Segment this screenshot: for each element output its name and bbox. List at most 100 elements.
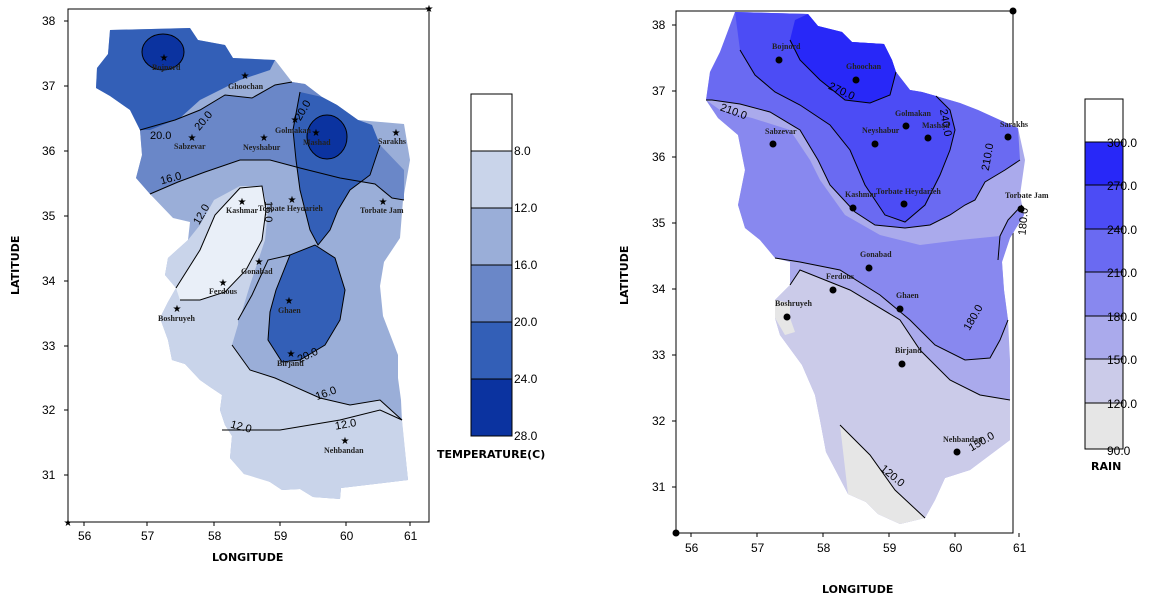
station-marker: ★ — [379, 197, 388, 208]
x-tick-label: 58 — [208, 529, 222, 543]
y-tick-label: 36 — [42, 144, 56, 158]
rain-legend-swatch — [1085, 185, 1123, 229]
station-marker — [829, 286, 837, 294]
station-marker: ★ — [173, 304, 182, 315]
rain-y-axis: 38 37 36 35 34 33 32 31 — [652, 18, 676, 494]
temperature-contour-label: 12.0 — [229, 419, 253, 436]
rain-band-180-210 — [706, 100, 1024, 360]
temperature-band-20-24-north — [96, 28, 275, 130]
station-marker: ★ — [392, 128, 401, 139]
rain-contour-line — [839, 424, 926, 519]
rain-legend-tick: 120.0 — [1107, 397, 1137, 411]
temperature-y-axis: 38 37 36 35 34 33 32 31 — [42, 14, 68, 482]
rain-contour-line — [997, 204, 1023, 261]
station-marker: ★ — [255, 257, 264, 268]
rain-y-axis-title: LATITUDE — [618, 246, 631, 305]
station-label: Torbate Jam — [1005, 191, 1049, 200]
temperature-legend-swatch — [471, 151, 512, 208]
rain-band-270-300 — [790, 14, 896, 103]
station-label: Sarakhs — [378, 137, 406, 146]
y-tick-label: 31 — [42, 468, 56, 482]
station-marker — [783, 313, 791, 321]
station-label: Nehbandan — [943, 435, 983, 444]
rain-contour-label: 210.0 — [980, 142, 997, 171]
y-tick-label: 32 — [42, 403, 56, 417]
station-marker: ★ — [241, 71, 250, 82]
temperature-legend-tick: 24.0 — [514, 372, 538, 386]
temperature-contour-line — [231, 344, 403, 421]
temperature-legend-swatch — [471, 322, 512, 379]
rain-legend: 300.0 270.0 240.0 210.0 180.0 150.0 120.… — [1084, 98, 1137, 473]
station-label: Birjand — [277, 359, 304, 368]
station-label: Ferdous — [826, 272, 854, 281]
temperature-legend-tick: 20.0 — [514, 315, 538, 329]
y-tick-label: 34 — [42, 274, 56, 288]
station-label: Bojnord — [772, 42, 801, 51]
rain-contour-line — [774, 257, 1009, 361]
x-tick-label: 57 — [141, 529, 155, 543]
temperature-contour-line — [292, 91, 381, 246]
rain-legend-tick: 240.0 — [1107, 223, 1137, 237]
y-tick-label: 37 — [42, 79, 56, 93]
y-tick-label: 37 — [652, 84, 666, 98]
station-marker — [769, 140, 777, 148]
rain-legend-tick: 180.0 — [1107, 310, 1137, 324]
station-marker — [775, 56, 783, 64]
x-tick-label: 60 — [340, 529, 354, 543]
temperature-legend-tick: 8.0 — [514, 144, 531, 158]
station-marker — [849, 204, 857, 212]
corner-marker: ★ — [64, 518, 73, 529]
station-label: Golmakan — [895, 109, 932, 118]
rain-legend-title: RAIN — [1091, 460, 1121, 473]
temperature-contour-label: 12.0 — [334, 417, 357, 433]
x-tick-label: 57 — [751, 541, 765, 555]
station-marker: ★ — [291, 115, 300, 126]
x-tick-label: 56 — [78, 529, 92, 543]
station-marker — [900, 200, 908, 208]
x-tick-label: 59 — [274, 529, 288, 543]
temperature-contour-label: 16.0 — [159, 170, 183, 187]
station-marker: ★ — [238, 197, 247, 208]
station-label: Mashad — [303, 138, 331, 147]
station-marker: ★ — [312, 128, 321, 139]
rain-legend-swatch — [1085, 272, 1123, 316]
rain-contour-line — [739, 49, 956, 223]
station-marker — [902, 122, 910, 130]
station-label: Ferdous — [209, 287, 237, 296]
temperature-contour-line — [237, 254, 291, 321]
station-label: Ghoochan — [228, 82, 264, 91]
x-tick-label: 61 — [404, 529, 418, 543]
station-marker: ★ — [287, 349, 296, 360]
temperature-band-20-24-south — [268, 245, 345, 362]
station-label: Kashmar — [226, 206, 258, 215]
rain-legend-swatch — [1085, 359, 1123, 403]
temperature-legend-title: TEMPERATURE(C) — [437, 448, 545, 461]
station-label: Gonabad — [860, 250, 892, 259]
station-label: Gonabad — [241, 267, 273, 276]
temperature-contour-line — [141, 33, 185, 71]
station-marker — [953, 448, 961, 456]
rain-legend-swatch — [1085, 403, 1123, 449]
rain-legend-swatch — [1085, 316, 1123, 359]
temperature-x-axis: 56 57 58 59 60 61 — [78, 522, 418, 543]
temperature-legend-tick: 16.0 — [514, 258, 538, 272]
rain-x-axis-title: LONGITUDE — [822, 583, 893, 596]
temperature-legend-swatch — [471, 94, 512, 151]
station-label: Torbate Heydarieh — [876, 187, 941, 196]
station-label: Torbate Jam — [360, 206, 404, 215]
station-label: Neyshabur — [243, 143, 281, 152]
station-marker — [924, 134, 932, 142]
station-marker: ★ — [285, 296, 294, 307]
y-tick-label: 35 — [652, 216, 666, 230]
temperature-legend-swatch — [471, 265, 512, 322]
station-marker: ★ — [219, 278, 228, 289]
temperature-band-lightest — [176, 186, 266, 300]
rain-legend-swatch — [1085, 99, 1123, 142]
temperature-band-24-28-mashad — [307, 115, 347, 159]
rain-contour-label: 240.0 — [937, 108, 954, 137]
corner-marker — [1009, 7, 1017, 15]
x-tick-label: 56 — [685, 541, 699, 555]
station-label: Torbate Heydarieh — [258, 204, 323, 213]
station-marker — [1004, 133, 1012, 141]
x-tick-label: 61 — [1013, 541, 1027, 555]
